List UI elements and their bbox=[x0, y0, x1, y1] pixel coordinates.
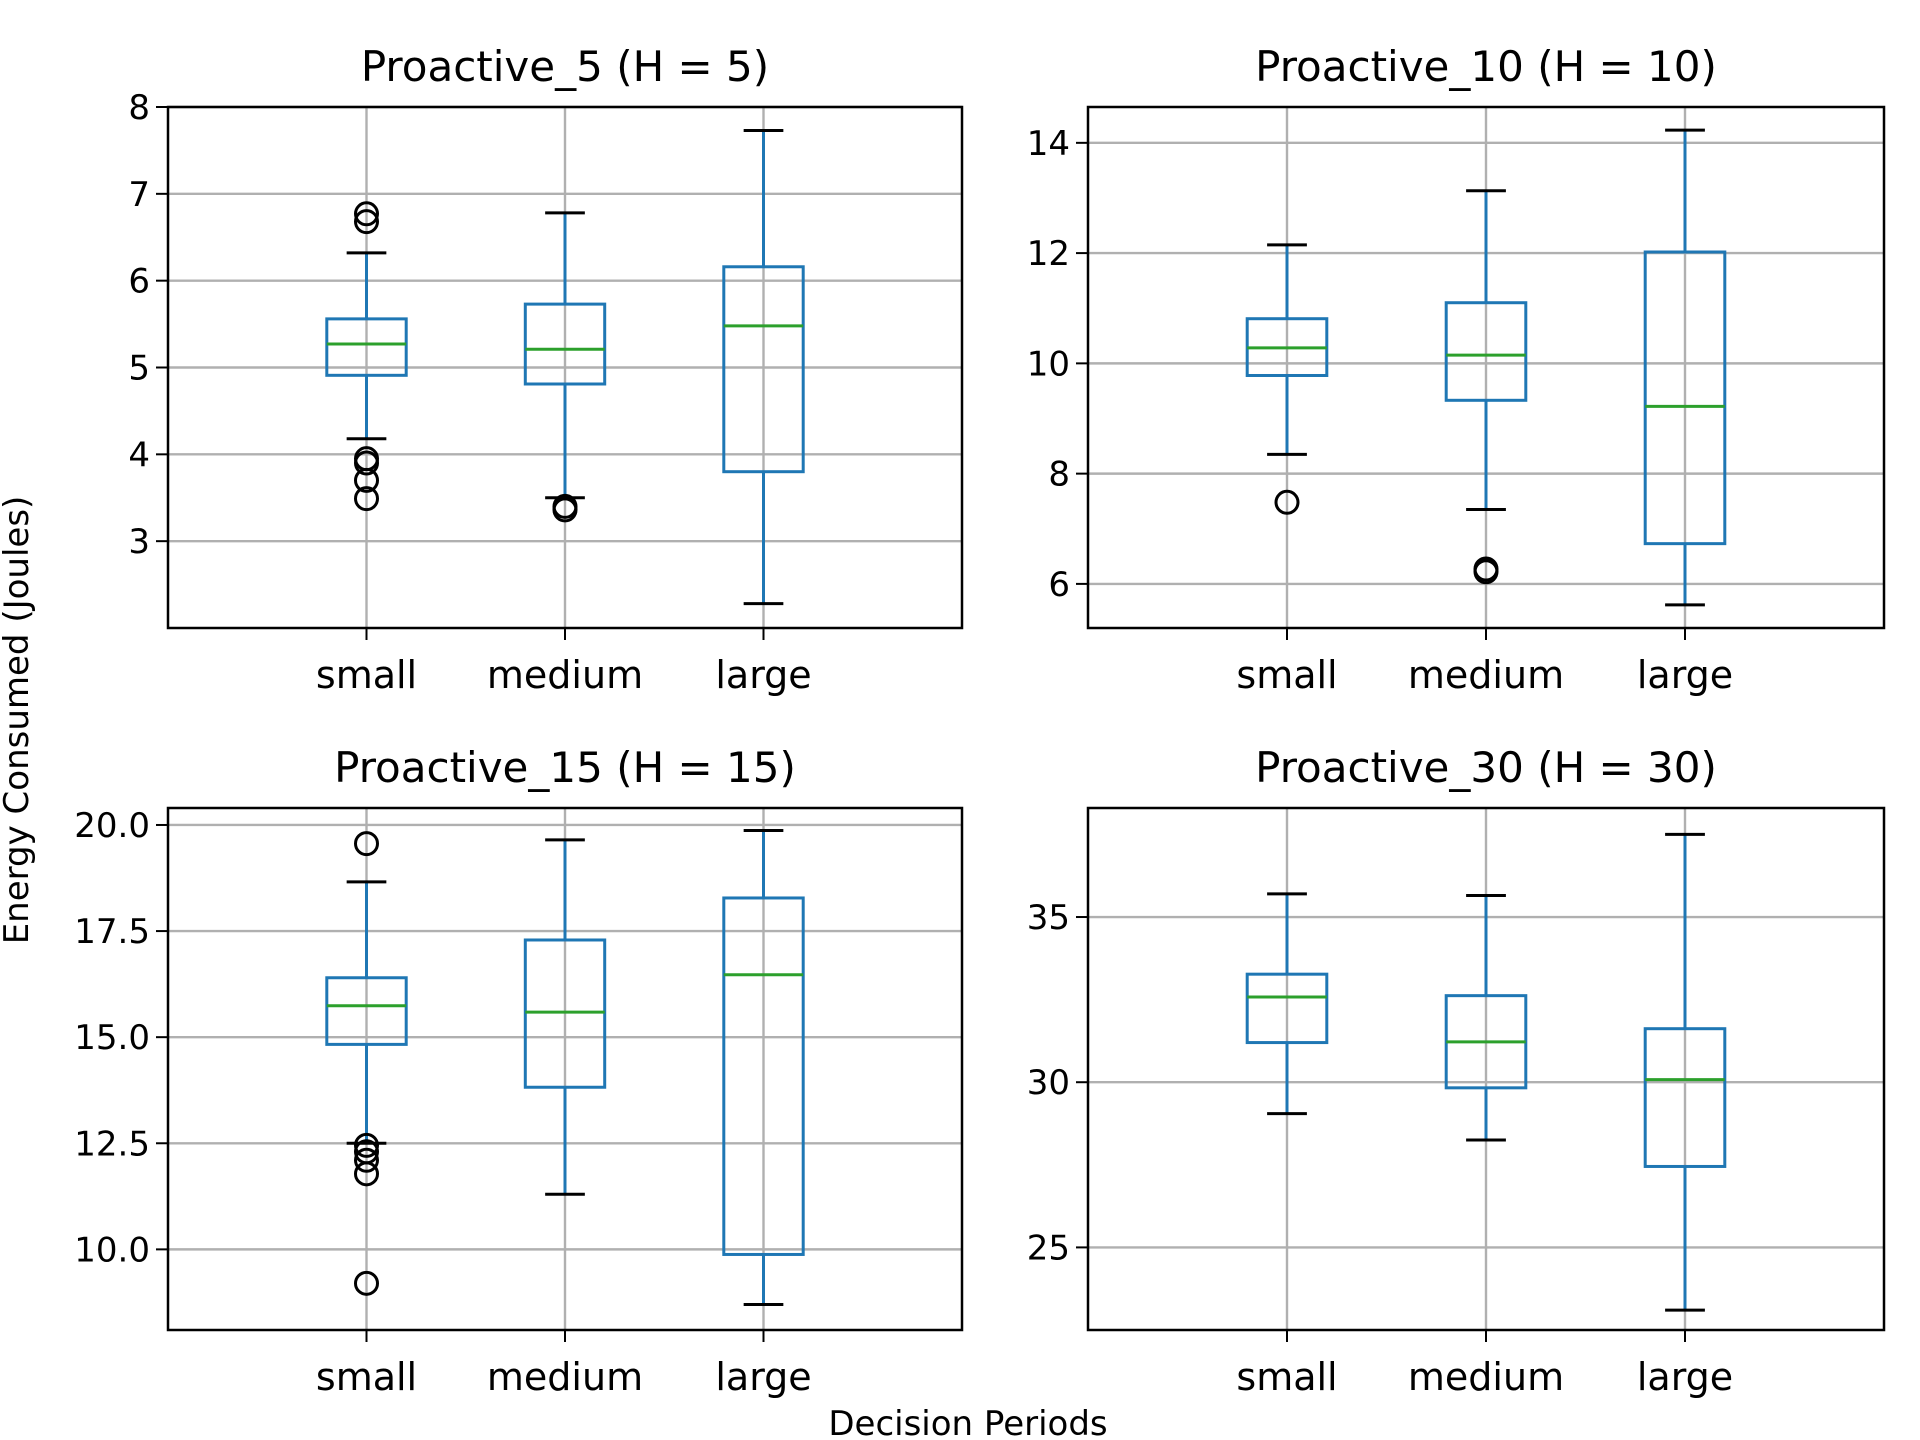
y-tick-label: 12.5 bbox=[74, 1124, 150, 1164]
axes-frame bbox=[166, 105, 964, 630]
y-tick-label: 10 bbox=[1027, 344, 1070, 384]
box-small bbox=[1245, 892, 1329, 1116]
box-small bbox=[325, 201, 408, 512]
box-iqr bbox=[325, 976, 408, 1046]
x-tick-label: small bbox=[1236, 1355, 1337, 1399]
x-tick-label: medium bbox=[1408, 653, 1564, 697]
subplot-2: Proactive_10 (H = 10) 6 8 10 12 14 small medium… bbox=[1027, 42, 1886, 697]
outlier-point bbox=[354, 1132, 379, 1158]
y-tick-label: 8 bbox=[1048, 455, 1070, 495]
figure-xlabel: Decision Periods bbox=[828, 1404, 1107, 1440]
x-tick-label: small bbox=[316, 653, 417, 697]
y-tick-label: 4 bbox=[128, 435, 150, 475]
outlier-point bbox=[354, 1161, 379, 1187]
outlier-point bbox=[552, 497, 578, 523]
subplot-1: Proactive_5 (H = 5) 3 4 5 6 7 8 small medium larg… bbox=[128, 42, 964, 697]
x-tick-label: medium bbox=[487, 1355, 643, 1399]
subplot-3: Proactive_15 (H = 15) 10.0 12.5 15.0 17.5 20.… bbox=[74, 743, 964, 1399]
box-large bbox=[1643, 128, 1727, 607]
outlier-point bbox=[1473, 559, 1499, 585]
y-tick-label: 15.0 bbox=[74, 1018, 150, 1058]
box-iqr bbox=[1643, 1027, 1727, 1168]
box-iqr bbox=[325, 317, 408, 377]
y-tick-label: 25 bbox=[1027, 1228, 1070, 1268]
y-tick-label: 7 bbox=[128, 175, 150, 215]
x-tick-label: large bbox=[715, 1355, 811, 1399]
box-iqr bbox=[1245, 972, 1329, 1045]
axes-frame bbox=[166, 806, 964, 1332]
axes-frame bbox=[1086, 806, 1886, 1332]
y-tick-label: 35 bbox=[1027, 898, 1070, 938]
x-tick-label: small bbox=[1236, 653, 1337, 697]
outlier-point bbox=[1274, 489, 1300, 515]
outlier-point bbox=[354, 831, 379, 857]
y-tick-label: 6 bbox=[128, 262, 150, 302]
subplot-title: Proactive_5 (H = 5) bbox=[361, 42, 769, 91]
box-iqr bbox=[722, 896, 805, 1256]
outlier-point bbox=[354, 467, 379, 493]
box-small bbox=[1245, 243, 1329, 515]
box-medium bbox=[1444, 189, 1528, 585]
box-medium bbox=[523, 211, 607, 523]
outlier-point bbox=[354, 201, 379, 227]
figure-ylabel: Energy Consumed (Joules) bbox=[0, 496, 37, 945]
y-tick-label: 12 bbox=[1027, 234, 1070, 274]
box-iqr bbox=[1643, 250, 1727, 546]
box-large bbox=[722, 128, 805, 606]
x-tick-label: large bbox=[715, 653, 811, 697]
box-small bbox=[325, 831, 408, 1296]
outlier-point bbox=[354, 1270, 379, 1296]
y-tick-label: 30 bbox=[1027, 1063, 1070, 1103]
y-tick-label: 8 bbox=[128, 88, 150, 128]
y-tick-label: 17.5 bbox=[74, 912, 150, 952]
subplot-title: Proactive_15 (H = 15) bbox=[334, 743, 796, 792]
x-tick-label: medium bbox=[487, 653, 643, 697]
box-iqr bbox=[523, 302, 607, 386]
x-tick-label: large bbox=[1637, 653, 1733, 697]
x-tick-label: medium bbox=[1408, 1355, 1564, 1399]
y-tick-label: 5 bbox=[128, 349, 150, 389]
subplot-title: Proactive_10 (H = 10) bbox=[1255, 42, 1717, 91]
y-tick-label: 6 bbox=[1048, 565, 1070, 605]
box-medium bbox=[1444, 894, 1528, 1142]
box-large bbox=[1643, 832, 1727, 1312]
outlier-point bbox=[354, 1147, 379, 1173]
box-medium bbox=[523, 838, 607, 1196]
subplot-4: Proactive_30 (H = 30) 25 30 35 small medium la… bbox=[1027, 743, 1886, 1399]
y-tick-label: 14 bbox=[1027, 124, 1070, 164]
box-large bbox=[722, 828, 805, 1307]
y-tick-label: 20.0 bbox=[74, 806, 150, 846]
outlier-point bbox=[354, 209, 379, 235]
x-tick-label: small bbox=[316, 1355, 417, 1399]
outlier-point bbox=[354, 486, 379, 512]
box-iqr bbox=[1444, 301, 1528, 402]
y-tick-label: 3 bbox=[128, 522, 150, 562]
box-iqr bbox=[722, 265, 805, 474]
outlier-point bbox=[354, 450, 379, 476]
y-tick-label: 10.0 bbox=[74, 1230, 150, 1270]
x-tick-label: large bbox=[1637, 1355, 1733, 1399]
subplot-title: Proactive_30 (H = 30) bbox=[1255, 743, 1717, 792]
axes-frame bbox=[1086, 105, 1886, 630]
subplot-grid: Proactive_5 (H = 5) 3 4 5 6 7 8 small medium larg… bbox=[74, 42, 1886, 1399]
